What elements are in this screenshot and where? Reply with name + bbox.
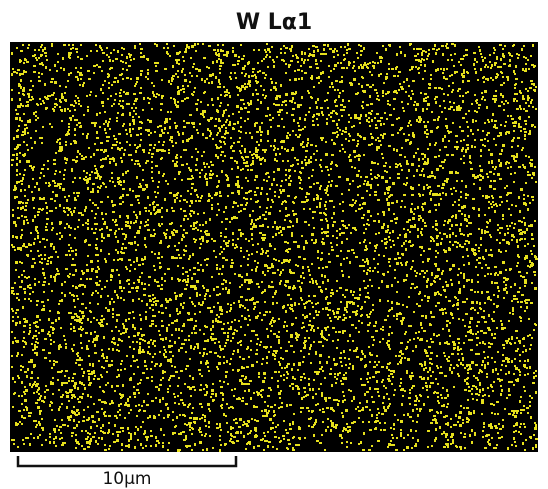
speckles bbox=[11, 43, 538, 452]
element-map-dots bbox=[11, 43, 538, 452]
map-title: W Lα1 bbox=[236, 10, 312, 35]
scale-bar-label: 10μm bbox=[102, 469, 151, 489]
scale-bar bbox=[16, 456, 238, 468]
